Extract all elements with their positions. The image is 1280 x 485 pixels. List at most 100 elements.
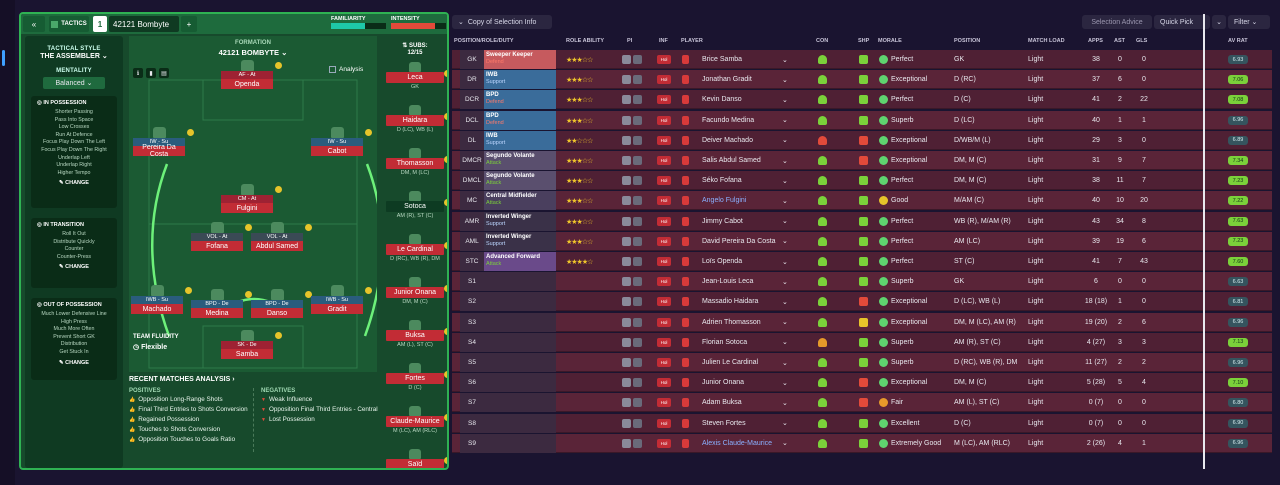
column-header[interactable]: MORALE xyxy=(878,38,902,44)
role-cell[interactable]: Central Midfielder Attack xyxy=(484,191,556,211)
player-name[interactable]: Florian Sotoca xyxy=(702,338,748,346)
table-row[interactable]: S6 Hol Junior Onana ⌄ Exceptional DM, M (C) Li… xyxy=(452,373,1272,393)
pitch-player[interactable]: VOL - At Fofana xyxy=(191,222,252,251)
mentality-select[interactable]: Balanced ⌄ xyxy=(43,77,105,89)
info-icon[interactable]: ℹ xyxy=(133,68,143,78)
position-cell[interactable]: DMCL xyxy=(460,171,484,191)
player-name[interactable]: Julien Le Cardinal xyxy=(702,359,759,366)
chevron-down-icon[interactable]: ⌄ xyxy=(782,56,788,64)
tactic-name-select[interactable]: 42121 Bombyte xyxy=(109,16,179,32)
list-icon[interactable]: ▤ xyxy=(159,68,169,78)
chevron-down-icon[interactable]: ⌄ xyxy=(782,339,788,347)
column-header[interactable]: SHP xyxy=(858,38,870,44)
player-info-icon[interactable] xyxy=(633,317,642,327)
table-row[interactable]: STC Advanced Forward Attack ★★★★☆ Hol Loïs Op… xyxy=(452,252,1272,271)
chevron-down-icon[interactable]: ⌄ xyxy=(782,238,788,246)
chevron-down-icon[interactable]: ⌄ xyxy=(782,197,788,205)
column-header[interactable]: AV RAT xyxy=(1228,38,1248,44)
player-info-icon[interactable] xyxy=(633,297,642,307)
player-info-icon[interactable] xyxy=(633,398,642,408)
role-cell[interactable] xyxy=(484,373,556,393)
sub-player[interactable]: Buksa AM (L), ST (C) xyxy=(381,320,447,348)
view-select[interactable]: ⌄ Copy of Selection Info xyxy=(452,15,552,29)
pitch-player[interactable]: BPD - De Danso xyxy=(251,289,312,318)
add-tactic-button[interactable]: + xyxy=(181,16,197,32)
selection-advice-button[interactable]: Selection Advice xyxy=(1082,15,1152,29)
pitch-player[interactable]: CM - At Fulgini xyxy=(221,184,282,213)
role-cell[interactable] xyxy=(484,433,556,453)
table-row[interactable]: S2 Hol Massadio Haidara ⌄ Exceptional D (LC),… xyxy=(452,292,1272,312)
player-instructions-icon[interactable] xyxy=(622,337,631,347)
table-row[interactable]: AML Inverted Winger Support ★★★☆☆ Hol David P… xyxy=(452,231,1272,251)
sub-player[interactable]: Le Cardinal D (RC), WB (R), DM xyxy=(381,234,447,262)
player-name[interactable]: Massadio Haidara xyxy=(702,298,759,306)
role-cell[interactable]: Sweeper Keeper Defend xyxy=(484,50,556,69)
table-row[interactable]: DMCL Segundo Volante Attack ★★★☆☆ Hol Séko Fo… xyxy=(452,171,1272,191)
player-name[interactable]: Jonathan Gradit xyxy=(702,76,752,84)
player-instructions-icon[interactable] xyxy=(622,236,631,246)
role-cell[interactable] xyxy=(484,292,556,312)
player-name[interactable]: Steven Fortes xyxy=(702,419,746,427)
sub-player[interactable]: Junior Onana DM, M (C) xyxy=(381,277,447,305)
player-name[interactable]: Angelo Fulgini xyxy=(702,197,747,205)
player-info-icon[interactable] xyxy=(633,55,642,64)
position-cell[interactable]: S1 xyxy=(460,272,484,292)
position-cell[interactable]: S8 xyxy=(460,413,484,433)
player-info-icon[interactable] xyxy=(633,216,642,226)
player-instructions-icon[interactable] xyxy=(622,196,631,206)
player-instructions-icon[interactable] xyxy=(622,216,631,226)
sub-player[interactable]: Claude-Maurice M (LC), AM (RLC) xyxy=(381,406,447,434)
player-instructions-icon[interactable] xyxy=(622,438,631,448)
column-header[interactable]: GLS xyxy=(1136,38,1148,44)
sub-player[interactable]: Sotoca AM (R), ST (C) xyxy=(381,191,447,219)
pitch-player[interactable]: IW - Su Pereira Da Costa xyxy=(133,127,194,158)
position-cell[interactable]: S7 xyxy=(460,393,484,413)
player-instructions-icon[interactable] xyxy=(622,135,631,145)
player-info-icon[interactable] xyxy=(633,196,642,206)
position-cell[interactable]: S3 xyxy=(460,312,484,332)
quick-pick-dropdown[interactable]: ⌄ xyxy=(1212,15,1226,29)
role-cell[interactable] xyxy=(484,413,556,433)
table-row[interactable]: DCR BPD Defend ★★★☆☆ Hol Kevin Danso ⌄ Perfect D… xyxy=(452,90,1272,110)
column-header[interactable]: POSITION/ROLE/DUTY xyxy=(454,38,514,44)
player-instructions-icon[interactable] xyxy=(622,358,631,367)
table-row[interactable]: S5 Hol Julien Le Cardinal ⌄ Superb D (RC), WB… xyxy=(452,353,1272,372)
player-name[interactable]: Adrien Thomasson xyxy=(702,318,761,326)
column-header[interactable]: CON xyxy=(816,38,829,44)
position-cell[interactable]: S6 xyxy=(460,373,484,393)
table-row[interactable]: AMR Inverted Winger Support ★★★☆☆ Hol Jimmy C… xyxy=(452,211,1272,231)
sub-player[interactable]: Fortes D (C) xyxy=(381,363,447,391)
position-cell[interactable]: MC xyxy=(460,191,484,211)
table-row[interactable]: DCL BPD Defend ★★★☆☆ Hol Facundo Medina ⌄ Super… xyxy=(452,110,1272,130)
player-instructions-icon[interactable] xyxy=(622,398,631,408)
pitch-player[interactable]: IWB - Su Machado xyxy=(131,285,192,314)
position-cell[interactable]: S5 xyxy=(460,353,484,372)
position-cell[interactable]: S9 xyxy=(460,433,484,453)
player-instructions-icon[interactable] xyxy=(622,75,631,85)
position-cell[interactable]: STC xyxy=(460,252,484,271)
chevron-down-icon[interactable]: ⌄ xyxy=(782,359,788,367)
column-header[interactable]: POSITION xyxy=(954,38,981,44)
chevron-down-icon[interactable]: ⌄ xyxy=(782,258,788,266)
column-header[interactable]: AST xyxy=(1114,38,1125,44)
player-info-icon[interactable] xyxy=(633,337,642,347)
player-name[interactable]: Séko Fofana xyxy=(702,177,742,185)
player-info-icon[interactable] xyxy=(633,358,642,367)
chevron-down-icon[interactable]: ⌄ xyxy=(782,157,788,165)
position-cell[interactable]: DL xyxy=(460,130,484,150)
out-of-possession-change-button[interactable]: ✎ CHANGE xyxy=(59,359,89,366)
role-cell[interactable]: Segundo Volante Attack xyxy=(484,151,556,170)
table-row[interactable]: MC Central Midfielder Attack ★★★☆☆ Hol Angelo… xyxy=(452,191,1272,211)
chevron-down-icon[interactable]: ⌄ xyxy=(782,117,788,125)
position-cell[interactable]: S2 xyxy=(460,292,484,312)
player-info-icon[interactable] xyxy=(633,156,642,165)
tactical-style-name[interactable]: THE ASSEMBLER ⌄ xyxy=(40,53,108,60)
position-cell[interactable]: DR xyxy=(460,70,484,90)
player-info-icon[interactable] xyxy=(633,176,642,186)
position-cell[interactable]: DCL xyxy=(460,110,484,130)
analysis-toggle[interactable]: Analysis xyxy=(329,66,363,73)
pitch-player[interactable]: IW - Su Cabot xyxy=(311,127,372,156)
player-name[interactable]: Junior Onana xyxy=(702,379,745,387)
sub-player[interactable]: Leca GK xyxy=(381,62,447,90)
player-name[interactable]: Brice Samba xyxy=(702,56,743,63)
